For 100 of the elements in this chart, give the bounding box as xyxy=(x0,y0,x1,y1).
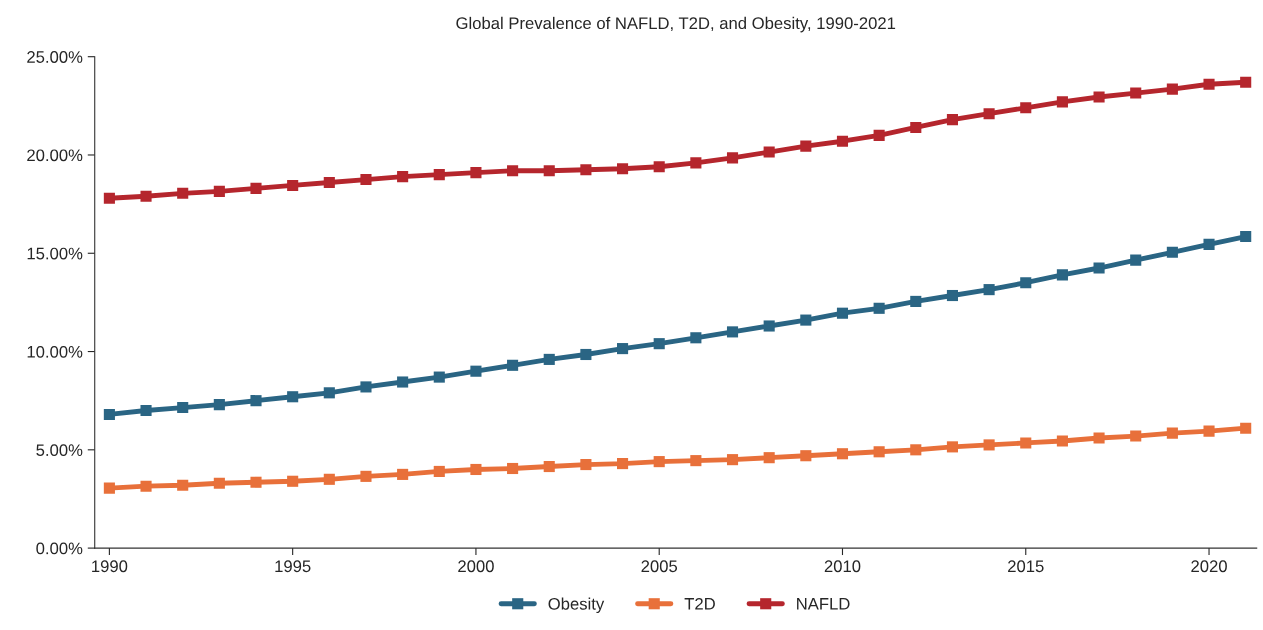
point xyxy=(1130,87,1142,99)
point xyxy=(726,454,739,466)
x-tick-label: 2005 xyxy=(641,560,678,573)
point xyxy=(1093,262,1105,274)
point xyxy=(1020,437,1032,449)
point xyxy=(800,140,812,152)
point xyxy=(397,171,409,183)
point xyxy=(250,476,262,488)
point xyxy=(433,465,445,477)
point xyxy=(617,163,629,175)
y-tick-label: 25.00% xyxy=(27,51,83,63)
point xyxy=(287,475,299,487)
point xyxy=(1093,91,1105,103)
point xyxy=(103,408,115,420)
point xyxy=(580,459,592,471)
point xyxy=(763,146,775,158)
point xyxy=(1240,76,1252,88)
point xyxy=(1056,269,1068,281)
point xyxy=(1020,277,1032,289)
point xyxy=(177,479,189,491)
point xyxy=(177,402,189,414)
x-tick-label: 1995 xyxy=(275,560,311,573)
point xyxy=(507,359,519,371)
point xyxy=(360,470,372,482)
point xyxy=(946,289,959,302)
point xyxy=(543,165,555,177)
point xyxy=(543,353,555,365)
y-tick-label: 15.00% xyxy=(27,247,83,260)
point xyxy=(1240,422,1252,434)
point xyxy=(873,446,885,458)
point xyxy=(1166,83,1178,95)
point xyxy=(213,399,225,411)
point xyxy=(323,176,335,189)
point xyxy=(140,480,152,492)
point xyxy=(543,460,555,473)
point xyxy=(323,473,335,485)
y-tick-label: 0.00% xyxy=(36,542,83,555)
point xyxy=(836,307,849,319)
point xyxy=(653,338,665,350)
legend-label: Obesity xyxy=(548,597,605,614)
point xyxy=(250,395,262,407)
point xyxy=(946,441,959,453)
point xyxy=(763,320,775,332)
point xyxy=(1093,432,1105,444)
point xyxy=(470,463,482,476)
point xyxy=(726,326,739,338)
point xyxy=(1240,231,1252,243)
point xyxy=(1056,96,1068,108)
y-tick-label: 20.00% xyxy=(27,149,83,162)
point xyxy=(910,121,922,134)
point xyxy=(617,458,629,470)
point xyxy=(1203,78,1215,90)
point xyxy=(177,187,189,199)
point xyxy=(507,165,519,177)
point xyxy=(690,157,702,169)
point xyxy=(1130,430,1142,442)
point xyxy=(910,295,922,307)
legend-label: NAFLD xyxy=(797,598,850,610)
point xyxy=(910,444,922,456)
point xyxy=(287,391,299,403)
point xyxy=(1130,254,1142,266)
y-tick-label: 10.00% xyxy=(27,345,83,358)
point xyxy=(983,439,995,451)
point xyxy=(946,114,959,126)
point xyxy=(360,173,372,186)
point xyxy=(1166,427,1178,439)
x-tick-label: 2000 xyxy=(458,560,494,573)
point xyxy=(983,284,995,296)
point xyxy=(690,332,702,344)
point xyxy=(433,371,445,383)
point xyxy=(213,185,225,197)
point xyxy=(983,108,995,120)
point xyxy=(617,343,629,355)
point xyxy=(800,314,812,326)
legend-label: T2D xyxy=(684,597,715,610)
point xyxy=(507,462,519,475)
point xyxy=(470,167,482,179)
point xyxy=(800,450,812,462)
point xyxy=(1203,425,1215,437)
point xyxy=(1203,238,1215,250)
point xyxy=(580,348,592,361)
point xyxy=(836,448,849,460)
x-tick-label: 2015 xyxy=(1008,560,1044,573)
point xyxy=(103,192,115,204)
chart-title: Global Prevalence of NAFLD, T2D, and Obesity, 1990-2021 xyxy=(456,16,896,33)
point xyxy=(690,455,702,467)
x-tick-label: 2010 xyxy=(824,560,861,573)
point xyxy=(1056,435,1068,447)
point xyxy=(140,190,152,202)
point xyxy=(287,179,299,191)
x-tick-label: 1990 xyxy=(92,560,128,573)
point xyxy=(873,302,885,314)
point xyxy=(323,387,335,399)
point xyxy=(1020,102,1032,114)
point xyxy=(763,452,775,464)
point xyxy=(140,404,152,417)
point xyxy=(580,164,592,176)
point xyxy=(103,482,115,494)
point xyxy=(360,381,372,393)
x-tick-label: 2020 xyxy=(1191,560,1227,573)
